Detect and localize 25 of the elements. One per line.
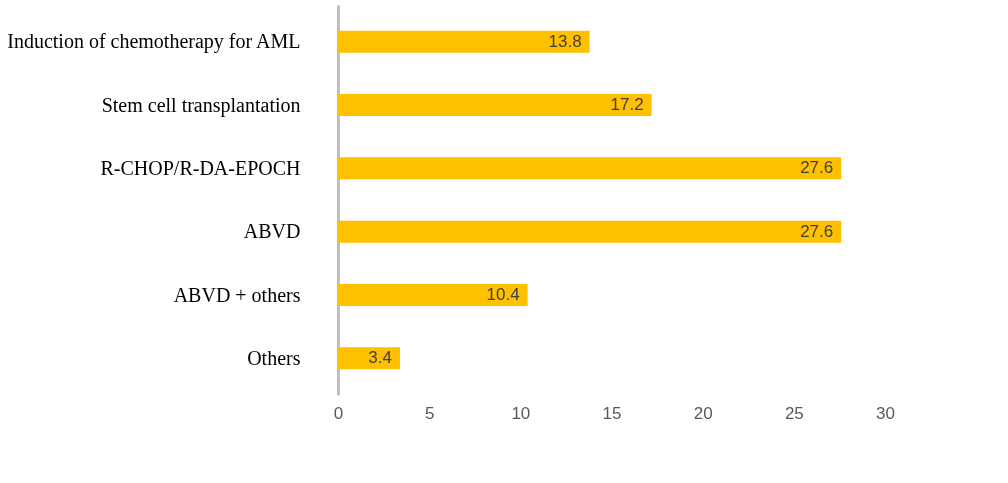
x-tick-label: 30: [876, 403, 895, 423]
data-label: 3.4: [368, 348, 392, 368]
bar: [338, 347, 400, 370]
y-tick-label: R-CHOP/R-DA-EPOCH: [100, 156, 301, 179]
y-tick-label: Stem cell transplantation: [101, 93, 301, 117]
x-tick-label: 25: [784, 403, 804, 423]
x-tick-label: 0: [333, 403, 344, 423]
data-label: 13.8: [548, 31, 582, 51]
bar: [338, 220, 842, 243]
bar: [338, 30, 590, 53]
x-tick-label: 10: [511, 403, 531, 423]
bar: [338, 94, 652, 116]
x-tick-label: 15: [602, 403, 622, 423]
y-tick-label: ABVD: [243, 220, 301, 243]
x-tick-label: 20: [693, 403, 713, 423]
y-tick-label: Induction of chemotherapy for AML: [7, 30, 301, 54]
bar: [338, 157, 842, 180]
data-label: 10.4: [486, 285, 520, 304]
data-label: 17.2: [610, 95, 644, 114]
y-tick-label: ABVD + others: [173, 283, 301, 306]
data-label: 27.6: [800, 221, 834, 241]
data-label: 27.6: [800, 158, 834, 178]
bar: [338, 284, 528, 306]
x-tick-label: 5: [424, 403, 435, 423]
y-tick-label: Others: [247, 346, 301, 369]
